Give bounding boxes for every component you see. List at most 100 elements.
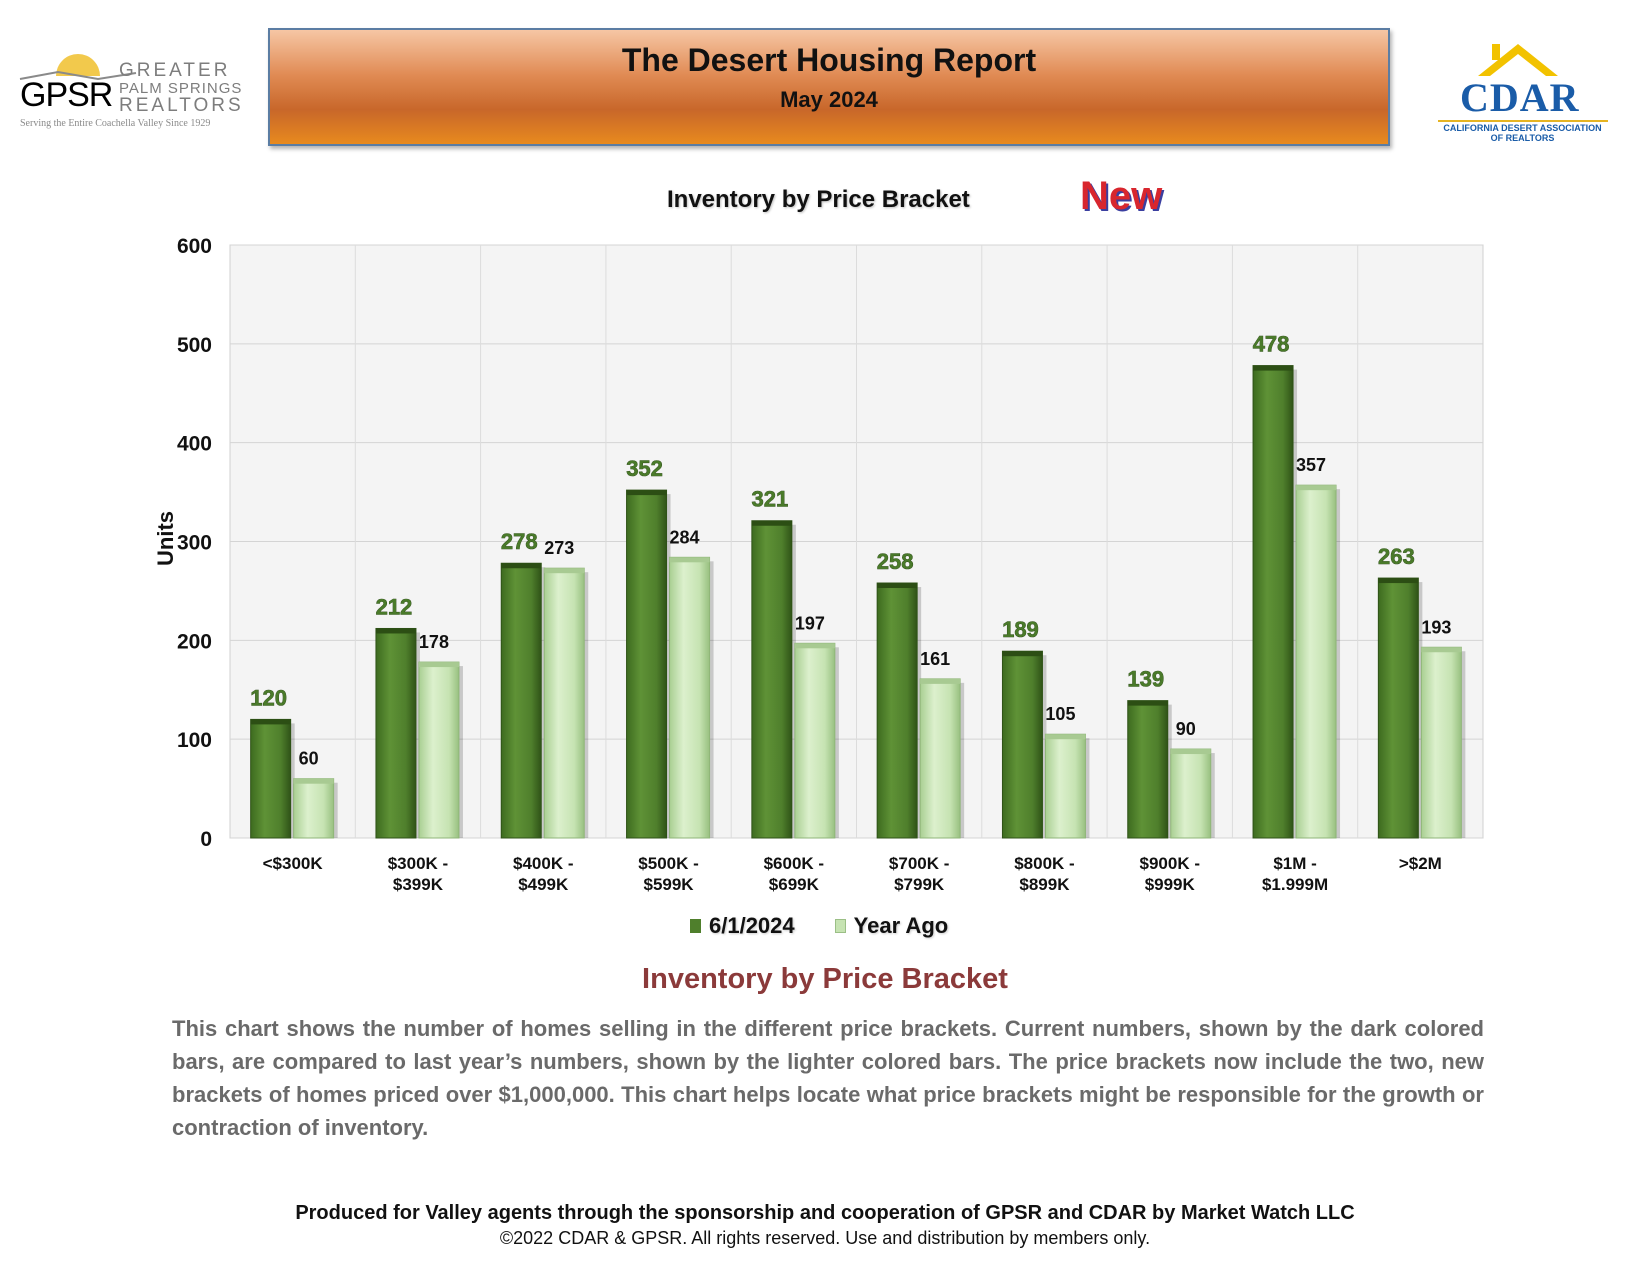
x-tick-label: $499K [518, 875, 569, 894]
data-label-current: 321 [751, 487, 788, 512]
cdar-divider [1438, 120, 1608, 122]
data-label-current: 258 [877, 549, 914, 574]
cdar-logo: CDAR CALIFORNIA DESERT ASSOCIATION OF RE… [1428, 40, 1618, 145]
y-tick-label: 600 [177, 235, 212, 258]
gpsr-name-line1: GREATER [119, 60, 231, 81]
bar-year-ago [1295, 484, 1337, 839]
gpsr-mark: GPSR [20, 76, 113, 114]
y-tick-label: 0 [200, 828, 212, 851]
data-label-current: 139 [1127, 667, 1164, 692]
description-body: This chart shows the number of homes sel… [172, 1016, 1484, 1140]
bar-cap [293, 778, 334, 784]
bar-cap [626, 490, 667, 496]
bar-current [1377, 577, 1419, 839]
bar-current [1127, 700, 1169, 839]
y-tick-label: 100 [177, 729, 212, 752]
bar-year-ago [1044, 733, 1086, 839]
data-label-current: 189 [1002, 617, 1039, 642]
data-label-year-ago: 161 [920, 649, 950, 669]
bar-year-ago [669, 556, 711, 839]
description-title: Inventory by Price Bracket [642, 963, 1008, 995]
bar-cap [1127, 700, 1168, 706]
bar-current [876, 582, 918, 839]
bar-cap [1296, 485, 1337, 491]
legend-label-year-ago: Year Ago [853, 913, 949, 938]
bar-year-ago [794, 642, 836, 839]
x-tick-label: $600K - [764, 854, 824, 873]
data-label-year-ago: 273 [544, 538, 574, 558]
x-tick-label: $599K [643, 875, 694, 894]
data-label-current: 352 [626, 456, 663, 481]
x-tick-label: >$2M [1399, 854, 1442, 873]
bar-year-ago [919, 678, 961, 839]
gpsr-name: GREATER PALM SPRINGS REALTORS [119, 61, 244, 115]
chart-legend: 6/1/2024 Year Ago [690, 913, 948, 939]
data-label-year-ago: 193 [1421, 617, 1451, 637]
cdar-subtitle: CALIFORNIA DESERT ASSOCIATION OF REALTOR… [1430, 123, 1615, 144]
bar-current [375, 627, 417, 839]
bar-cap [920, 678, 961, 684]
roof-icon [19, 70, 137, 80]
bar-current [1001, 650, 1043, 839]
bar-cap [877, 583, 918, 589]
bar-year-ago [293, 778, 335, 839]
bar-cap [1378, 578, 1419, 584]
gpsr-tagline: Serving the Entire Coachella Valley Sinc… [20, 118, 211, 129]
data-label-current: 212 [376, 594, 413, 619]
x-tick-label: $899K [1019, 875, 1070, 894]
footer-copyright: ©2022 CDAR & GPSR. All rights reserved. … [499, 1228, 1151, 1248]
x-tick-label: $300K - [388, 854, 448, 873]
bar-cap [1170, 749, 1211, 755]
bar-year-ago [543, 567, 585, 839]
report-title: The Desert Housing Report [621, 42, 1037, 78]
data-label-year-ago: 197 [795, 613, 825, 633]
x-tick-label: $999K [1145, 875, 1196, 894]
chart-title: Inventory by Price Bracket [667, 186, 970, 213]
bar-chart: 0 100 200 300 400 500 600 Units 120 60 <$300K 212 17… [153, 235, 1484, 894]
legend-label-current: 6/1/2024 [709, 913, 795, 938]
y-tick-label: 400 [177, 433, 212, 456]
y-tick-label: 500 [177, 334, 212, 357]
data-label-year-ago: 90 [1176, 719, 1196, 739]
data-label-current: 278 [501, 529, 538, 554]
bar-current [751, 520, 793, 839]
new-badge: New [1080, 174, 1163, 218]
x-tick-label: $399K [393, 875, 444, 894]
bar-year-ago [1420, 646, 1462, 839]
bar-current [1252, 365, 1294, 839]
bar-cap [669, 557, 710, 563]
x-tick-label: $900K - [1140, 854, 1200, 873]
data-label-current: 478 [1253, 332, 1290, 357]
bar-cap [751, 520, 792, 526]
bar-cap [418, 662, 459, 668]
data-label-year-ago: 178 [419, 632, 449, 652]
bar-current [626, 489, 668, 839]
report-banner: The Desert Housing Report May 2024 [268, 28, 1390, 146]
x-tick-label: $700K - [889, 854, 949, 873]
data-label-year-ago: 60 [299, 749, 319, 769]
bar-cap [250, 719, 291, 725]
bar-cap [1045, 734, 1086, 740]
bar-current [250, 718, 292, 839]
bar-year-ago [1170, 748, 1212, 839]
footer-sponsorship: Produced for Valley agents through the s… [295, 1202, 1355, 1224]
y-tick-label: 300 [177, 532, 212, 555]
y-axis-label: Units [153, 511, 178, 566]
data-label-current: 263 [1378, 544, 1415, 569]
bar-cap [1421, 647, 1462, 653]
y-tick-label: 200 [177, 630, 212, 653]
legend-swatch-light [834, 919, 846, 933]
sun-icon [56, 54, 100, 76]
gpsr-logo: GPSR GREATER PALM SPRINGS REALTORS Servi… [14, 50, 244, 135]
legend-item-year-ago: Year Ago [834, 913, 949, 939]
report-subtitle: May 2024 [780, 87, 878, 112]
bar-current [500, 562, 542, 839]
data-label-year-ago: 284 [670, 527, 700, 547]
bar-cap [1002, 651, 1043, 657]
x-tick-label: $1M - [1273, 854, 1316, 873]
cdar-sub-line1: CALIFORNIA DESERT ASSOCIATION [1443, 123, 1602, 133]
cdar-sub-line2: OF REALTORS [1490, 132, 1555, 143]
x-tick-label: $699K [769, 875, 820, 894]
gpsr-name-line3: REALTORS [119, 95, 244, 116]
x-tick-label: $500K - [638, 854, 698, 873]
